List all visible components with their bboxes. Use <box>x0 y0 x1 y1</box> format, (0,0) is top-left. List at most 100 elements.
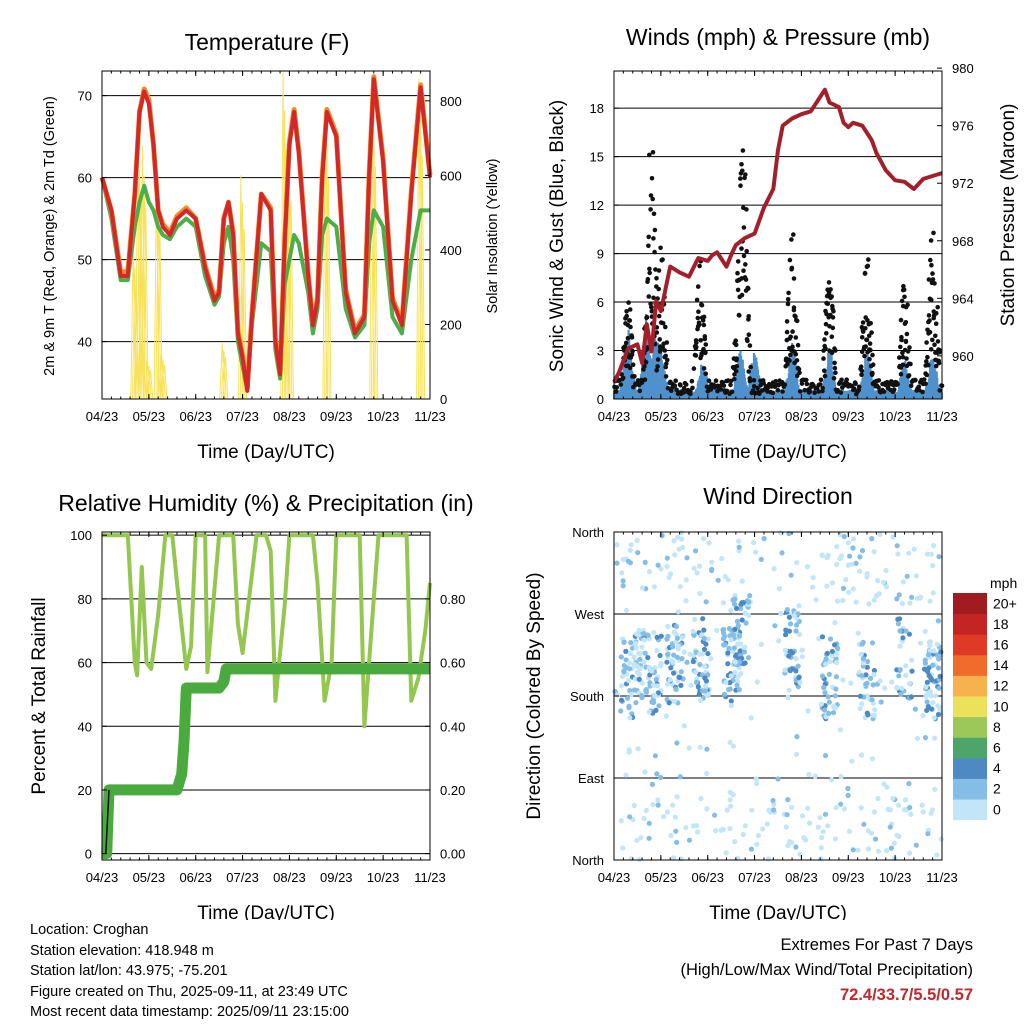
gust-point <box>700 318 706 323</box>
direction-point <box>680 544 686 551</box>
direction-point <box>657 652 663 659</box>
direction-point <box>929 677 935 683</box>
gust-point <box>665 385 671 391</box>
direction-point <box>619 570 625 576</box>
direction-point <box>890 534 896 540</box>
colorbar-swatch <box>953 757 987 779</box>
direction-point <box>726 645 732 652</box>
humidity-y-ticks: 0 20 40 60 80 100 <box>70 528 107 862</box>
direction-point <box>864 574 870 580</box>
humidity-precip-panel: Relative Humidity (%) & Precipitation (i… <box>29 490 474 920</box>
x-tick-label: 06/23 <box>179 870 212 885</box>
colorbar-label: 18 <box>993 616 1009 632</box>
gust-point <box>681 385 687 391</box>
gust-point <box>906 373 912 378</box>
colorbar-label: 14 <box>993 657 1009 673</box>
direction-point <box>869 697 875 703</box>
direction-point <box>791 613 797 619</box>
direction-point <box>933 693 939 699</box>
gust-point <box>646 294 652 299</box>
gust-point <box>735 270 740 276</box>
x-tick-label: 05/23 <box>133 870 166 885</box>
direction-point <box>806 820 813 826</box>
gust-point <box>790 344 795 350</box>
direction-point <box>924 699 930 705</box>
y-tick-label: 60 <box>78 656 92 671</box>
direction-point <box>739 617 745 623</box>
direction-point <box>860 656 866 662</box>
x-tick-label: 06/23 <box>691 409 724 424</box>
gust-point <box>755 385 760 391</box>
temperature-y-ticks: 40 50 60 70 <box>78 89 107 350</box>
direction-point <box>869 756 876 762</box>
direction-point <box>731 632 737 638</box>
direction-point <box>628 542 634 548</box>
gust-point <box>830 303 835 309</box>
direction-point <box>843 577 849 583</box>
direction-point <box>793 628 799 634</box>
gust-point <box>905 349 911 354</box>
direction-point <box>675 609 681 615</box>
direction-point <box>789 804 795 811</box>
direction-point <box>833 686 839 692</box>
direction-point <box>845 792 851 799</box>
gust-point <box>830 325 836 331</box>
direction-point <box>673 686 679 692</box>
direction-point <box>651 630 657 636</box>
gust-point <box>858 364 864 370</box>
gust-point <box>738 183 743 188</box>
gust-point <box>653 267 658 272</box>
gust-point <box>864 337 870 343</box>
direction-point <box>702 688 708 694</box>
direction-point <box>786 614 793 620</box>
x-tick-label: 04/23 <box>598 870 631 885</box>
direction-point <box>793 656 799 662</box>
gust-point <box>701 322 707 328</box>
gust-point <box>655 357 661 362</box>
gust-point <box>927 318 932 323</box>
colorbar-swatch <box>953 654 987 676</box>
direction-point <box>664 636 670 642</box>
direction-point <box>850 545 856 551</box>
direction-point <box>698 697 704 704</box>
direction-point <box>833 674 840 680</box>
direction-point <box>896 802 902 808</box>
direction-point <box>909 657 915 663</box>
info-latlon: Station lat/lon: 43.975; -75.201 <box>30 963 228 980</box>
gust-point <box>903 338 909 344</box>
x-tick-label: 08/23 <box>785 409 818 424</box>
direction-point <box>658 660 664 667</box>
direction-point <box>668 833 674 839</box>
y-tick-label: 80 <box>78 592 92 607</box>
direction-point <box>784 812 790 818</box>
gust-point <box>734 357 739 363</box>
direction-point <box>794 622 800 628</box>
gust-point <box>747 376 752 381</box>
x-tick-label: 06/23 <box>179 409 212 424</box>
direction-point <box>853 599 859 605</box>
humidity-title: Relative Humidity (%) & Precipitation (i… <box>58 490 473 516</box>
direction-point <box>628 640 634 646</box>
x-tick-label: 04/23 <box>86 409 119 424</box>
direction-point <box>639 644 645 650</box>
y2-tick-label: 0.60 <box>440 656 465 671</box>
gust-point <box>876 378 882 383</box>
direction-point <box>742 610 748 616</box>
direction-point <box>835 645 841 652</box>
extremes-subtitle: (High/Low/Max Wind/Total Precipitation) <box>680 961 973 979</box>
direction-point <box>829 777 835 783</box>
direction-point <box>738 606 744 612</box>
gust-point <box>651 295 656 301</box>
figure-canvas: Temperature (F) 04/23 05/23 06/23 07/23 08/2… <box>29 24 1019 920</box>
x-tick-label: 08/23 <box>273 870 306 885</box>
gust-point <box>703 349 708 355</box>
direction-point <box>858 651 864 657</box>
gust-point <box>654 368 659 373</box>
direction-point <box>932 786 938 792</box>
gust-point <box>930 337 935 343</box>
direction-point <box>822 811 829 817</box>
direction-point <box>851 536 857 542</box>
direction-point <box>894 543 900 549</box>
gust-point <box>899 337 904 343</box>
colorbar-swatch <box>953 613 987 635</box>
